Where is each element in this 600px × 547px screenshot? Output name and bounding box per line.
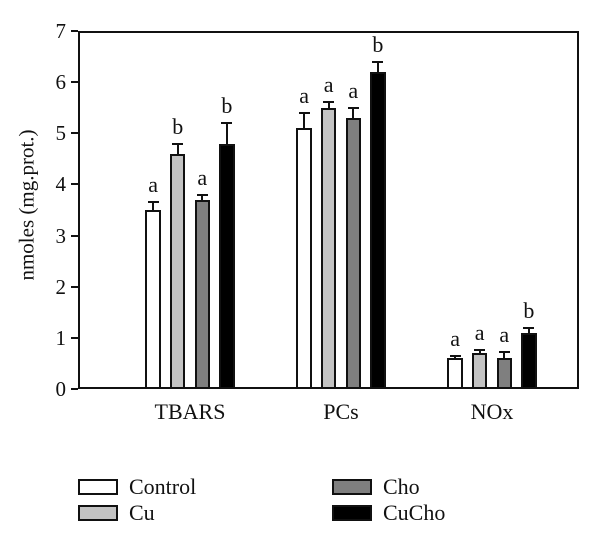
y-tick-mark-5	[71, 132, 78, 135]
error-bar-cap	[498, 350, 510, 353]
bar-nox-control	[447, 358, 463, 387]
legend-swatch-cucho	[332, 505, 372, 521]
bar-pcs-cho	[345, 117, 362, 387]
error-bar-stem	[303, 112, 306, 129]
error-bar-stem	[176, 143, 179, 154]
significance-letter: a	[323, 71, 334, 97]
y-tick-mark-6	[71, 81, 78, 84]
y-tick-mark-1	[71, 336, 78, 339]
error-bar-stem	[478, 349, 481, 354]
y-tick-label-4: 4	[55, 172, 67, 197]
error-bar-cap	[347, 106, 359, 109]
error-bar-cap	[474, 348, 486, 351]
significance-letter: a	[450, 325, 460, 351]
error-bar-stem	[527, 327, 530, 333]
legend-item-control: Control	[78, 474, 197, 499]
legend-item-cucho: CuCho	[332, 500, 446, 525]
y-tick-mark-4	[71, 183, 78, 186]
error-bar-cap	[523, 326, 535, 329]
bar-pcs-cu	[320, 107, 337, 387]
legend-swatch-cu	[78, 505, 118, 521]
bar-tbars-control	[145, 210, 161, 387]
error-bar-stem	[352, 107, 355, 118]
y-tick-mark-2	[71, 285, 78, 288]
significance-letter: a	[197, 164, 208, 190]
legend-label-cucho: CuCho	[383, 500, 446, 525]
legend-label-cu: Cu	[129, 500, 155, 525]
error-bar-cap	[147, 201, 159, 204]
bar-tbars-cucho	[219, 143, 235, 387]
significance-letter: b	[172, 113, 184, 139]
bar-nox-cho	[496, 358, 513, 387]
bar-pcs-cucho	[370, 71, 386, 387]
error-bar-cap	[372, 60, 384, 63]
bar-pcs-control	[296, 128, 312, 387]
x-axis-label-nox: NOx	[470, 399, 514, 424]
error-bar-stem	[327, 101, 330, 108]
y-tick-label-1: 1	[55, 325, 67, 350]
significance-letter: a	[348, 77, 359, 103]
significance-letter: b	[523, 297, 535, 323]
y-tick-label-6: 6	[55, 70, 67, 95]
legend-swatch-cho	[332, 479, 372, 495]
y-axis-title: nmoles (mg.prot.)	[14, 129, 39, 281]
significance-letter: b	[372, 31, 384, 57]
error-bar-stem	[376, 61, 379, 72]
error-bar-cap	[172, 142, 184, 145]
y-tick-label-0: 0	[55, 377, 67, 401]
error-bar-cap	[449, 354, 461, 357]
error-bar-cap	[221, 122, 233, 125]
error-bar-cap	[298, 111, 310, 114]
y-tick-mark-0	[71, 388, 78, 390]
x-axis-label-pcs: PCs	[323, 399, 359, 424]
error-bar-cap	[196, 193, 208, 196]
x-axis-label-tbars: TBARS	[154, 399, 226, 424]
y-tick-label-3: 3	[55, 223, 67, 248]
legend-item-cu: Cu	[78, 500, 155, 525]
y-tick-label-7: 7	[55, 19, 67, 43]
error-bar-stem	[503, 351, 506, 359]
significance-letter: b	[221, 93, 233, 119]
significance-letter: a	[148, 172, 158, 198]
y-tick-label-5: 5	[55, 121, 67, 146]
error-bar-stem	[454, 355, 457, 359]
error-bar-stem	[225, 123, 228, 144]
error-bar-cap	[323, 100, 335, 103]
significance-letter: a	[474, 319, 485, 345]
significance-letter: a	[299, 82, 309, 108]
significance-letter: a	[499, 321, 510, 347]
error-bar-stem	[152, 202, 155, 210]
legend-item-cho: Cho	[332, 474, 420, 499]
bar-nox-cucho	[521, 332, 537, 387]
bar-tbars-cho	[194, 199, 211, 387]
bar-tbars-cu	[169, 153, 186, 387]
legend-label-control: Control	[129, 474, 197, 499]
legend-label-cho: Cho	[383, 474, 420, 499]
bar-nox-cu	[471, 353, 488, 387]
y-tick-label-2: 2	[55, 274, 67, 299]
error-bar-stem	[201, 194, 204, 200]
y-tick-mark-7	[71, 30, 78, 32]
y-tick-mark-3	[71, 234, 78, 237]
legend-swatch-control	[78, 479, 118, 495]
